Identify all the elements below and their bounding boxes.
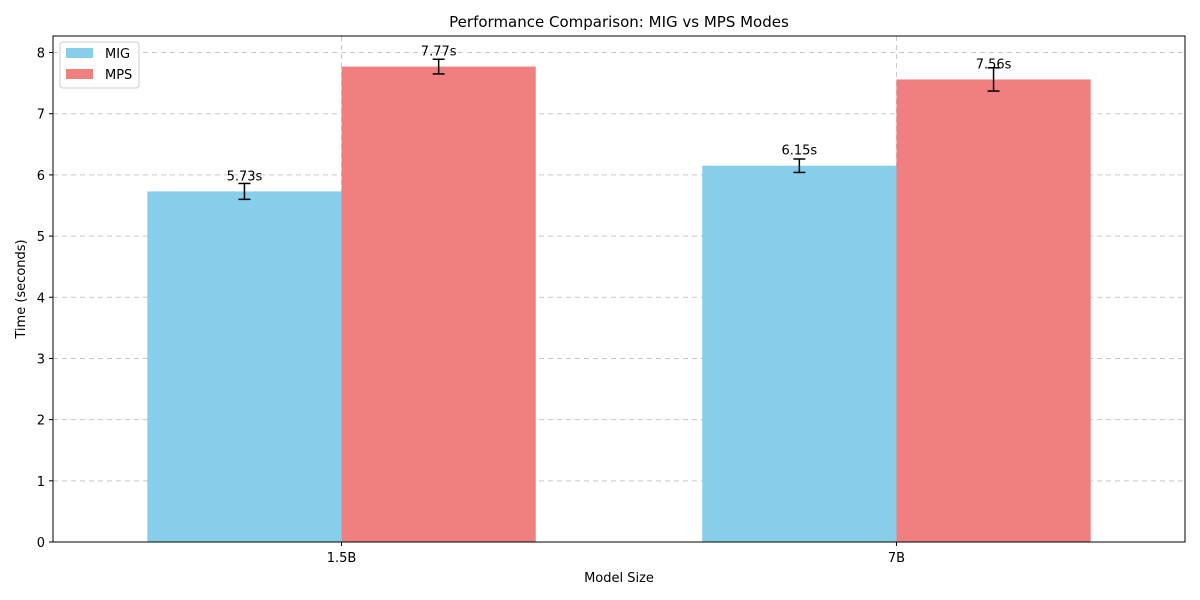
y-tick-label: 1	[37, 475, 45, 490]
chart-title: Performance Comparison: MIG vs MPS Modes	[449, 13, 789, 31]
bar-mps-0	[341, 66, 536, 543]
x-axis-label: Model Size	[584, 571, 654, 586]
legend-label-mps: MPS	[105, 68, 132, 83]
bar-mps-1	[896, 79, 1091, 543]
y-tick-label: 6	[37, 169, 45, 184]
plot-frame	[52, 35, 1186, 543]
x-axis-ticks: 1.5B 7B	[327, 542, 905, 566]
value-label-mig-0: 5.73s	[227, 169, 263, 184]
bars	[147, 66, 1091, 543]
value-label-mps-0: 7.77s	[421, 45, 457, 60]
bar-mig-1	[702, 165, 897, 542]
y-axis-label: Time (seconds)	[14, 239, 29, 339]
y-tick-label: 2	[37, 414, 45, 429]
value-label-mig-1: 6.15s	[781, 144, 817, 159]
legend-label-mig: MIG	[105, 47, 130, 62]
y-tick-label: 3	[37, 352, 45, 367]
y-tick-label: 0	[37, 536, 45, 551]
value-labels: 5.73s 6.15s 7.77s 7.56s	[227, 45, 1012, 185]
value-label-mps-1: 7.56s	[976, 57, 1012, 72]
y-tick-label: 8	[37, 47, 45, 62]
error-bars	[238, 58, 1000, 201]
x-tick-label: 1.5B	[327, 551, 357, 566]
legend: MIG MPS	[59, 41, 140, 89]
y-tick-label: 4	[37, 291, 45, 306]
y-tick-label: 5	[37, 230, 45, 245]
legend-swatch-mig	[66, 48, 93, 58]
y-axis-ticks: 0 1 2 3 4 5 6 7 8	[37, 47, 53, 551]
bar-mig-0	[147, 191, 342, 542]
y-tick-label: 7	[37, 108, 45, 123]
legend-swatch-mps	[66, 69, 93, 79]
x-tick-label: 7B	[888, 551, 905, 566]
